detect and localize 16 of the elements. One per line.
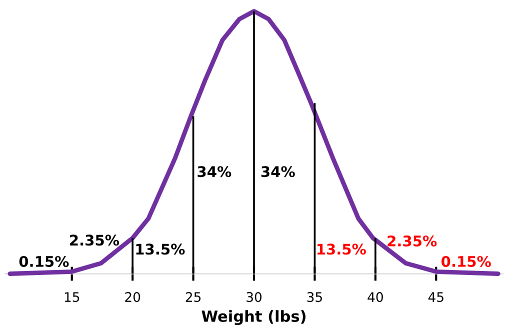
- annotation: 13.5%: [317, 244, 366, 255]
- x-tick-label: 30: [246, 292, 262, 302]
- annotation: 13.5%: [136, 244, 185, 255]
- annotation: 34%: [198, 166, 232, 178]
- x-tick-label: 20: [125, 292, 140, 302]
- annotation: 0.15%: [441, 256, 491, 267]
- x-tick-label: 45: [428, 292, 444, 302]
- annotation: 34%: [261, 166, 295, 178]
- x-axis-title: Weight (lbs): [202, 310, 306, 326]
- x-tick-label: 35: [307, 292, 322, 302]
- x-tick-label: 40: [368, 292, 383, 302]
- annotation: 0.15%: [19, 256, 69, 267]
- annotation: 2.35%: [70, 234, 120, 246]
- x-tick-label: 15: [64, 292, 80, 302]
- x-tick-label: 25: [186, 292, 201, 302]
- annotation: 2.35%: [388, 235, 437, 246]
